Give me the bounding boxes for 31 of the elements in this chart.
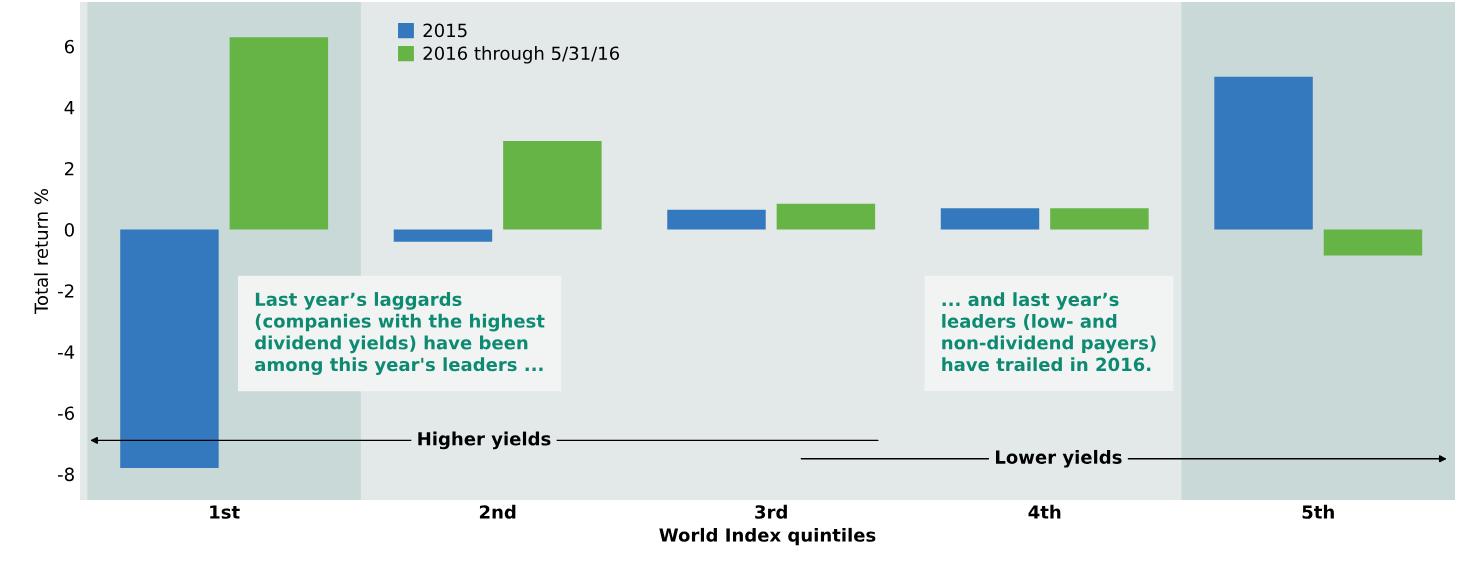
annotation: ... and last year’s leaders (low- and non-dividend payers) have trailed in 2016. (942, 292, 1156, 372)
x-tick-label: 2nd (479, 504, 516, 519)
y-tick-label: 4 (64, 101, 75, 115)
legend-label: 2016 through 5/31/16 (423, 46, 620, 64)
bar (120, 229, 219, 468)
x-tick-label: 1st (210, 505, 240, 519)
bar (776, 203, 876, 230)
x-tick-label: 3rd (755, 504, 787, 519)
annotation: Last year’s laggards (companies with the highest dividend yields) have been among this year's leaders ... (255, 292, 545, 375)
annotation: Higher yields (418, 431, 551, 450)
bar (940, 208, 1040, 230)
bar (1050, 208, 1149, 230)
bar (1323, 229, 1423, 256)
x-axis-title: World Index quintiles (659, 527, 876, 546)
y-tick-label: 2 (64, 161, 74, 176)
bar (229, 37, 329, 230)
bar (393, 229, 493, 242)
y-tick-label: -2 (58, 284, 74, 298)
y-tick-label: 0 (64, 223, 74, 237)
y-tick-label: -8 (58, 467, 74, 482)
annotation: Lower yields (996, 449, 1122, 468)
x-tick-label: 4th (1028, 504, 1061, 519)
y-axis-title: Total return % (34, 188, 49, 315)
y-tick-label: -6 (58, 406, 74, 421)
x-tick-label: 5th (1302, 504, 1334, 519)
bar (503, 141, 602, 230)
y-tick-label: -4 (58, 345, 75, 359)
bar (667, 209, 766, 230)
legend-label: 2015 (423, 23, 467, 38)
bar (1214, 76, 1313, 230)
y-tick-label: 6 (64, 39, 74, 54)
